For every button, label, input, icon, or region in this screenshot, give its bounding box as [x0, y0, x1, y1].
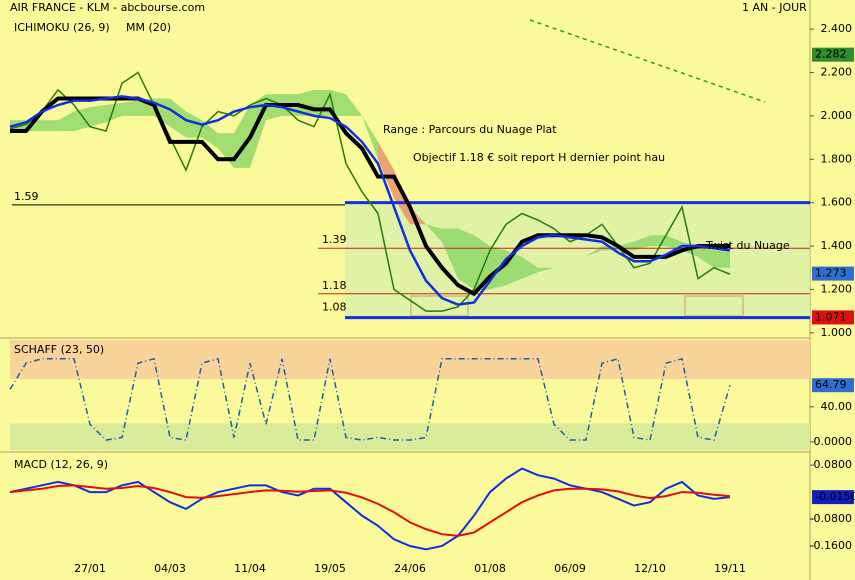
annotation: Twist du Nuage [705, 239, 790, 252]
page-title: AIR FRANCE - KLM - abcbourse.com [10, 1, 205, 14]
x-tick-label: 04/03 [154, 562, 186, 575]
series-line [9, 95, 731, 306]
x-tick-label: 24/06 [394, 562, 426, 575]
y-tick-label: 0.0000 [814, 435, 853, 448]
y-tick-label: 40.00 [821, 400, 853, 413]
y-tick-label: -0.1600 [810, 539, 852, 552]
level-label: 1.08 [322, 300, 347, 313]
cloud [666, 235, 682, 251]
value-box-label: 1.071 [815, 310, 847, 323]
level-label: 1.39 [322, 233, 347, 246]
cloud [90, 105, 106, 127]
cloud [202, 120, 218, 149]
x-tick-label: 01/08 [474, 562, 506, 575]
y-tick-label: 1.800 [821, 152, 853, 165]
annotation: Objectif 1.18 € soit report H dernier po… [413, 151, 665, 164]
panel-title: MACD (12, 26, 9) [14, 458, 108, 471]
band [10, 423, 810, 450]
y-tick-label: 2.400 [821, 22, 853, 35]
cloud [362, 115, 378, 160]
value-box-label: -0.0150 [815, 490, 855, 503]
legend-entry: MM (20) [126, 21, 171, 34]
cloud [634, 235, 650, 251]
cloud [58, 111, 74, 132]
cloud [426, 224, 442, 242]
band [10, 340, 810, 379]
period: 1 AN - JOUR [742, 1, 807, 14]
value-box [812, 490, 854, 505]
y-tick-label: 0.0800 [814, 458, 853, 471]
y-tick-label: 2.000 [821, 109, 853, 122]
cloud [42, 120, 58, 132]
x-tick-label: 12/10 [634, 562, 666, 575]
cloud [442, 228, 458, 279]
series-line [9, 467, 731, 551]
value-box [812, 378, 854, 393]
panel-title: SCHAFF (23, 50) [14, 343, 104, 356]
legend-entry: ICHIMOKU (26, 9) [14, 21, 110, 34]
cloud [122, 100, 138, 116]
cloud [698, 246, 714, 268]
cloud [474, 235, 490, 290]
x-tick-label: 19/05 [314, 562, 346, 575]
series-line [9, 484, 731, 537]
cloud [538, 267, 554, 273]
value-box-label: 1.273 [815, 267, 847, 280]
series-line [9, 357, 731, 441]
level-label: 1.18 [322, 279, 347, 292]
trend-line [529, 19, 766, 103]
cloud [714, 250, 730, 268]
cloud [74, 107, 90, 132]
y-tick-label: -0.0800 [810, 512, 852, 525]
value-box-label: 2.282 [815, 48, 847, 61]
y-tick-label: 1.200 [821, 282, 853, 295]
y-tick-label: 1.400 [821, 239, 853, 252]
cloud [186, 111, 202, 138]
y-tick-label: 1.000 [821, 326, 853, 339]
cloud [586, 246, 602, 257]
cloud [170, 98, 186, 138]
value-box [812, 266, 854, 281]
cloud [458, 228, 474, 290]
level-label: 1.59 [14, 190, 39, 203]
y-tick-label: 1.600 [821, 196, 853, 209]
cloud [522, 256, 538, 279]
value-box-label: 64.79 [815, 378, 847, 391]
x-tick-label: 06/09 [554, 562, 586, 575]
y-tick-label: 2.200 [821, 65, 853, 78]
x-tick-label: 19/11 [714, 562, 746, 575]
value-box [812, 47, 854, 62]
annotation: Range : Parcours du Nuage Plat [383, 123, 557, 136]
cloud [346, 94, 362, 116]
x-tick-label: 27/01 [74, 562, 106, 575]
x-tick-label: 11/04 [234, 562, 266, 575]
value-box [812, 310, 854, 325]
series-line [9, 71, 731, 312]
cloud [378, 141, 394, 199]
